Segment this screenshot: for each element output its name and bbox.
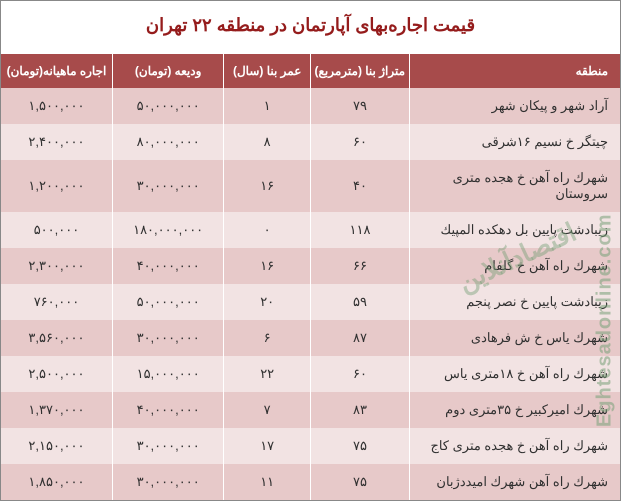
cell-age: ۱۷ bbox=[224, 428, 311, 464]
header-row: منطقه متراژ بنا (مترمربع) عمر بنا (سال) … bbox=[1, 54, 620, 88]
table-row: زیبادشت پایین بل دهکده المپیك۱۱۸۰۱۸۰,۰۰۰… bbox=[1, 212, 620, 248]
cell-area: ۷۹ bbox=[311, 88, 410, 124]
cell-age: ۷ bbox=[224, 392, 311, 428]
cell-age: ۶ bbox=[224, 320, 311, 356]
cell-rent: ۱,۸۵۰,۰۰۰ bbox=[1, 464, 112, 500]
cell-age: ۱ bbox=[224, 88, 311, 124]
cell-area: ۶۰ bbox=[311, 124, 410, 160]
cell-region: شهرك راه آهن خ گلفام bbox=[410, 248, 620, 284]
cell-age: ۱۶ bbox=[224, 160, 311, 212]
cell-rent: ۵۰۰,۰۰۰ bbox=[1, 212, 112, 248]
cell-rent: ۲,۵۰۰,۰۰۰ bbox=[1, 356, 112, 392]
cell-region: چیتگر خ نسیم ۱۶شرقی bbox=[410, 124, 620, 160]
table-container: قیمت اجاره‌بهای آپارتمان در منطقه ۲۲ تهر… bbox=[0, 0, 621, 501]
col-header-age: عمر بنا (سال) bbox=[224, 54, 311, 88]
cell-rent: ۷۶۰,۰۰۰ bbox=[1, 284, 112, 320]
cell-area: ۴۰ bbox=[311, 160, 410, 212]
col-header-region: منطقه bbox=[410, 54, 620, 88]
cell-deposit: ۵۰,۰۰۰,۰۰۰ bbox=[112, 284, 223, 320]
cell-region: شهرك راه آهن خ هجده متری سروستان bbox=[410, 160, 620, 212]
table-row: شهرك یاس خ ش فرهادی۸۷۶۳۰,۰۰۰,۰۰۰۳,۵۶۰,۰۰… bbox=[1, 320, 620, 356]
cell-area: ۸۳ bbox=[311, 392, 410, 428]
cell-deposit: ۴۰,۰۰۰,۰۰۰ bbox=[112, 248, 223, 284]
cell-deposit: ۳۰,۰۰۰,۰۰۰ bbox=[112, 428, 223, 464]
cell-area: ۱۱۸ bbox=[311, 212, 410, 248]
cell-age: ۱۱ bbox=[224, 464, 311, 500]
cell-deposit: ۳۰,۰۰۰,۰۰۰ bbox=[112, 464, 223, 500]
col-header-area: متراژ بنا (مترمربع) bbox=[311, 54, 410, 88]
cell-deposit: ۴۰,۰۰۰,۰۰۰ bbox=[112, 392, 223, 428]
cell-deposit: ۵۰,۰۰۰,۰۰۰ bbox=[112, 88, 223, 124]
cell-rent: ۳,۵۶۰,۰۰۰ bbox=[1, 320, 112, 356]
table-row: زیبادشت پایین خ نصر پنجم۵۹۲۰۵۰,۰۰۰,۰۰۰۷۶… bbox=[1, 284, 620, 320]
cell-area: ۶۶ bbox=[311, 248, 410, 284]
cell-area: ۷۵ bbox=[311, 428, 410, 464]
cell-rent: ۱,۲۰۰,۰۰۰ bbox=[1, 160, 112, 212]
col-header-rent: اجاره ماهیانه(تومان) bbox=[1, 54, 112, 88]
cell-rent: ۱,۳۷۰,۰۰۰ bbox=[1, 392, 112, 428]
col-header-deposit: ودیعه (تومان) bbox=[112, 54, 223, 88]
table-row: شهرك راه آهن شهرك امیددژبان۷۵۱۱۳۰,۰۰۰,۰۰… bbox=[1, 464, 620, 500]
cell-age: ۲۲ bbox=[224, 356, 311, 392]
cell-age: ۲۰ bbox=[224, 284, 311, 320]
cell-region: شهرك راه آهن شهرك امیددژبان bbox=[410, 464, 620, 500]
cell-deposit: ۱۵,۰۰۰,۰۰۰ bbox=[112, 356, 223, 392]
page-title: قیمت اجاره‌بهای آپارتمان در منطقه ۲۲ تهر… bbox=[1, 1, 620, 54]
cell-age: ۸ bbox=[224, 124, 311, 160]
cell-rent: ۲,۱۵۰,۰۰۰ bbox=[1, 428, 112, 464]
cell-rent: ۱,۵۰۰,۰۰۰ bbox=[1, 88, 112, 124]
cell-area: ۶۰ bbox=[311, 356, 410, 392]
table-row: شهرك راه آهن خ هجده متری کاج۷۵۱۷۳۰,۰۰۰,۰… bbox=[1, 428, 620, 464]
cell-rent: ۲,۴۰۰,۰۰۰ bbox=[1, 124, 112, 160]
cell-rent: ۲,۳۰۰,۰۰۰ bbox=[1, 248, 112, 284]
cell-deposit: ۳۰,۰۰۰,۰۰۰ bbox=[112, 320, 223, 356]
cell-area: ۵۹ bbox=[311, 284, 410, 320]
cell-deposit: ۸۰,۰۰۰,۰۰۰ bbox=[112, 124, 223, 160]
cell-region: شهرك راه آهن خ ۱۸متری یاس bbox=[410, 356, 620, 392]
table-row: شهرك امیرکبیر خ ۳۵متری دوم۸۳۷۴۰,۰۰۰,۰۰۰۱… bbox=[1, 392, 620, 428]
table-body: آراد شهر و پیکان شهر۷۹۱۵۰,۰۰۰,۰۰۰۱,۵۰۰,۰… bbox=[1, 88, 620, 500]
cell-age: ۰ bbox=[224, 212, 311, 248]
cell-area: ۸۷ bbox=[311, 320, 410, 356]
table-row: آراد شهر و پیکان شهر۷۹۱۵۰,۰۰۰,۰۰۰۱,۵۰۰,۰… bbox=[1, 88, 620, 124]
cell-region: شهرك یاس خ ش فرهادی bbox=[410, 320, 620, 356]
cell-region: آراد شهر و پیکان شهر bbox=[410, 88, 620, 124]
cell-age: ۱۶ bbox=[224, 248, 311, 284]
table-row: شهرك راه آهن خ گلفام۶۶۱۶۴۰,۰۰۰,۰۰۰۲,۳۰۰,… bbox=[1, 248, 620, 284]
cell-deposit: ۳۰,۰۰۰,۰۰۰ bbox=[112, 160, 223, 212]
cell-region: زیبادشت پایین بل دهکده المپیك bbox=[410, 212, 620, 248]
cell-region: شهرك راه آهن خ هجده متری کاج bbox=[410, 428, 620, 464]
cell-region: شهرك امیرکبیر خ ۳۵متری دوم bbox=[410, 392, 620, 428]
price-table: منطقه متراژ بنا (مترمربع) عمر بنا (سال) … bbox=[1, 54, 620, 500]
table-row: شهرك راه آهن خ ۱۸متری یاس۶۰۲۲۱۵,۰۰۰,۰۰۰۲… bbox=[1, 356, 620, 392]
table-row: شهرك راه آهن خ هجده متری سروستان۴۰۱۶۳۰,۰… bbox=[1, 160, 620, 212]
cell-deposit: ۱۸۰,۰۰۰,۰۰۰ bbox=[112, 212, 223, 248]
cell-region: زیبادشت پایین خ نصر پنجم bbox=[410, 284, 620, 320]
table-row: چیتگر خ نسیم ۱۶شرقی۶۰۸۸۰,۰۰۰,۰۰۰۲,۴۰۰,۰۰… bbox=[1, 124, 620, 160]
cell-area: ۷۵ bbox=[311, 464, 410, 500]
